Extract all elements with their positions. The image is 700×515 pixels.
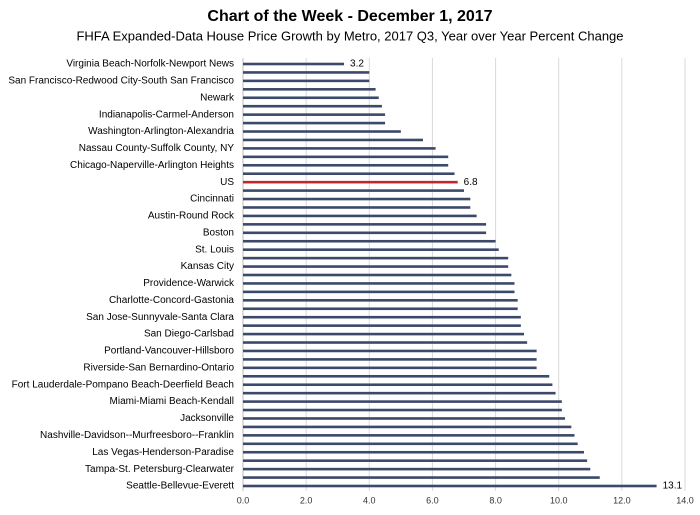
bar xyxy=(243,88,376,91)
value-label: 3.2 xyxy=(350,59,364,70)
y-tick-label: Fort Lauderdale-Pompano Beach-Deerfield … xyxy=(12,379,234,390)
bar xyxy=(243,408,562,412)
bar xyxy=(243,450,584,454)
bar xyxy=(243,231,487,235)
bar xyxy=(243,113,386,116)
y-tick-label: Providence-Warwick xyxy=(143,278,235,289)
bar xyxy=(243,256,509,260)
bar xyxy=(243,104,382,108)
bar xyxy=(243,239,496,243)
bar xyxy=(243,391,556,395)
y-tick-label: US xyxy=(220,177,234,188)
bar xyxy=(243,358,537,361)
bar xyxy=(243,189,464,192)
y-tick-label: San Francisco-Redwood City-South San Fra… xyxy=(8,76,234,87)
y-tick-label: Kansas City xyxy=(181,261,234,272)
bar xyxy=(243,324,521,327)
x-tick-label: 14.0 xyxy=(676,495,694,505)
x-tick-label: 6.0 xyxy=(426,495,439,505)
y-tick-label: St. Louis xyxy=(195,244,234,255)
bar xyxy=(243,130,401,133)
bar xyxy=(243,425,572,429)
y-tick-label: Nashville-Davidson--Murfreesboro--Frankl… xyxy=(40,430,234,441)
y-tick-label: Miami-Miami Beach-Kendall xyxy=(110,396,234,407)
y-tick-label: Seattle-Bellevue-Everett xyxy=(126,481,234,492)
bar xyxy=(243,223,487,226)
y-tick-label: Indianapolis-Carmel-Anderson xyxy=(99,109,234,120)
bar xyxy=(243,79,370,83)
x-tick-label: 4.0 xyxy=(363,495,376,505)
x-tick-label: 2.0 xyxy=(300,495,313,505)
y-tick-label: Washington-Arlington-Alexandria xyxy=(88,126,234,137)
y-tick-label: Newark xyxy=(200,92,235,103)
bar xyxy=(243,417,566,420)
bar xyxy=(243,459,588,462)
bar xyxy=(243,206,471,209)
y-tick-label: Las Vegas-Henderson-Paradise xyxy=(92,447,234,458)
bar xyxy=(243,374,550,378)
bar xyxy=(243,71,370,74)
bar xyxy=(243,467,591,471)
bar xyxy=(243,121,386,125)
bar xyxy=(243,197,471,201)
y-tick-label: Virginia Beach-Norfolk-Newport News xyxy=(66,59,234,70)
bar xyxy=(243,214,477,218)
y-tick-label: Cincinnati xyxy=(190,194,234,205)
bar xyxy=(243,62,345,66)
bar xyxy=(243,147,436,150)
y-tick-label: Nassau County-Suffolk County, NY xyxy=(79,143,235,154)
bar xyxy=(243,180,458,184)
bar xyxy=(243,400,562,403)
value-label: 13.1 xyxy=(663,481,683,492)
bar xyxy=(243,248,499,251)
bar xyxy=(243,484,657,488)
bar xyxy=(243,442,578,446)
x-tick-label: 8.0 xyxy=(489,495,502,505)
bar xyxy=(243,476,600,479)
y-tick-label: Portland-Vancouver-Hillsboro xyxy=(104,346,234,357)
bar xyxy=(243,315,521,319)
y-tick-label: San Diego-Carlsbad xyxy=(144,329,234,340)
bar xyxy=(243,366,537,370)
bar xyxy=(243,96,379,100)
y-tick-label: Riverside-San Bernardino-Ontario xyxy=(83,362,234,373)
bar xyxy=(243,172,455,176)
bar xyxy=(243,290,515,294)
bar xyxy=(243,163,449,167)
y-tick-label: Tampa-St. Petersburg-Clearwater xyxy=(85,464,235,475)
chart-subtitle: FHFA Expanded-Data House Price Growth by… xyxy=(76,28,623,43)
bar xyxy=(243,383,553,387)
bar xyxy=(243,307,518,311)
y-tick-label: Chicago-Naperville-Arlington Heights xyxy=(70,160,234,171)
bar xyxy=(243,299,518,302)
bar xyxy=(243,265,509,268)
y-tick-label: Austin-Round Rock xyxy=(148,211,235,222)
bar xyxy=(243,349,537,353)
bar xyxy=(243,155,449,159)
x-tick-label: 10.0 xyxy=(550,495,568,505)
bar xyxy=(243,282,515,285)
bar xyxy=(243,434,575,437)
y-tick-label: Boston xyxy=(203,227,234,238)
value-label: 6.8 xyxy=(464,177,478,188)
bar xyxy=(243,138,423,142)
y-tick-label: San Jose-Sunnyvale-Santa Clara xyxy=(86,312,234,323)
bar xyxy=(243,332,524,336)
chart-title: Chart of the Week - December 1, 2017 xyxy=(207,8,492,25)
x-tick-label: 12.0 xyxy=(613,495,631,505)
x-tick-label: 0.0 xyxy=(237,495,250,505)
y-tick-label: Charlotte-Concord-Gastonia xyxy=(109,295,234,306)
bar xyxy=(243,273,512,277)
bar xyxy=(243,341,528,344)
y-tick-label: Jacksonville xyxy=(180,413,234,424)
